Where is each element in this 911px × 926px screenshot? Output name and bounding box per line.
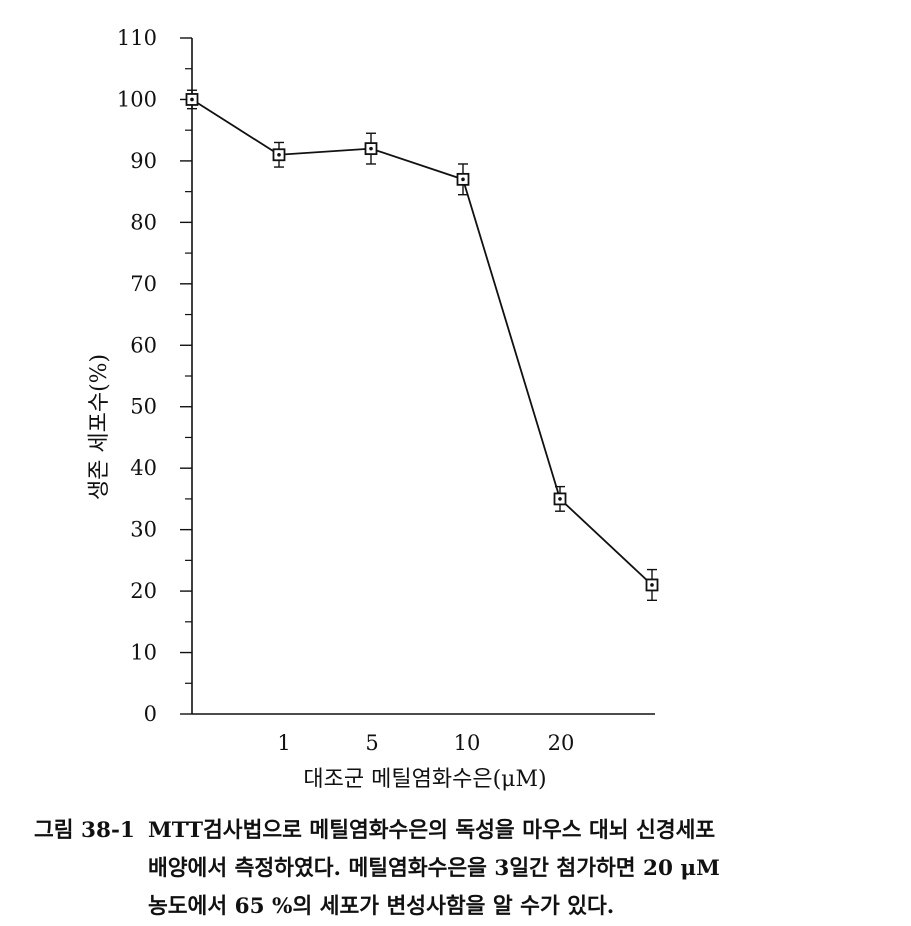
y-tick-label: 50 [130, 395, 157, 419]
caption-line: MTT검사법으로 메틸염화수은의 독성을 마우스 대뇌 신경세포 [148, 818, 716, 843]
chart-axes [191, 38, 655, 715]
x-tick-label: 10 [454, 731, 481, 755]
y-tick-label: 110 [117, 26, 157, 50]
data-point-dot [650, 583, 654, 587]
figure-caption: 그림 38-1 MTT검사법으로 메틸염화수은의 독성을 마우스 대뇌 신경세포… [34, 812, 894, 926]
x-tick-label: 1 [277, 731, 290, 755]
y-tick-label: 90 [130, 149, 157, 173]
data-point-dot [190, 97, 194, 102]
y-axis-ticks: 0 10 20 30 40 50 60 70 80 90 100 110 [117, 26, 192, 726]
data-point-dot [558, 497, 562, 501]
y-tick-label: 30 [130, 518, 157, 542]
y-tick-label: 100 [117, 87, 157, 111]
survival-chart: 0 10 20 30 40 50 60 70 80 90 100 110 1 5 10 20 생존 세포수(… [87, 26, 659, 792]
y-axis-label: 생존 세포수(%) [87, 354, 112, 500]
y-tick-label: 10 [130, 641, 157, 665]
data-point-dot [461, 177, 465, 182]
y-tick-label: 60 [130, 333, 157, 357]
data-point-dot [369, 146, 373, 151]
y-tick-label: 80 [130, 210, 157, 234]
caption-line: 농도에서 65 %의 세포가 변성사함을 알 수가 있다. [148, 894, 615, 919]
figure-number: 그림 38-1 [34, 818, 135, 843]
y-tick-label: 20 [130, 579, 157, 603]
caption-text: MTT검사법으로 메틸염화수은의 독성을 마우스 대뇌 신경세포 배양에서 측정… [148, 812, 894, 926]
y-tick-label: 70 [130, 272, 157, 296]
caption-line: 배양에서 측정하였다. 메틸염화수은을 3일간 첨가하면 20 μM [148, 856, 720, 881]
x-tick-label: 5 [365, 731, 378, 755]
series-line [191, 98, 653, 586]
x-axis-ticks: 1 5 10 20 [277, 731, 574, 755]
y-tick-label: 40 [130, 456, 157, 480]
data-series [185, 89, 659, 602]
data-point-dot [277, 152, 281, 157]
x-tick-label: 20 [548, 731, 575, 755]
y-tick-label: 0 [144, 702, 157, 726]
x-axis-label: 대조군 메틸염화수은(μM) [303, 767, 546, 792]
